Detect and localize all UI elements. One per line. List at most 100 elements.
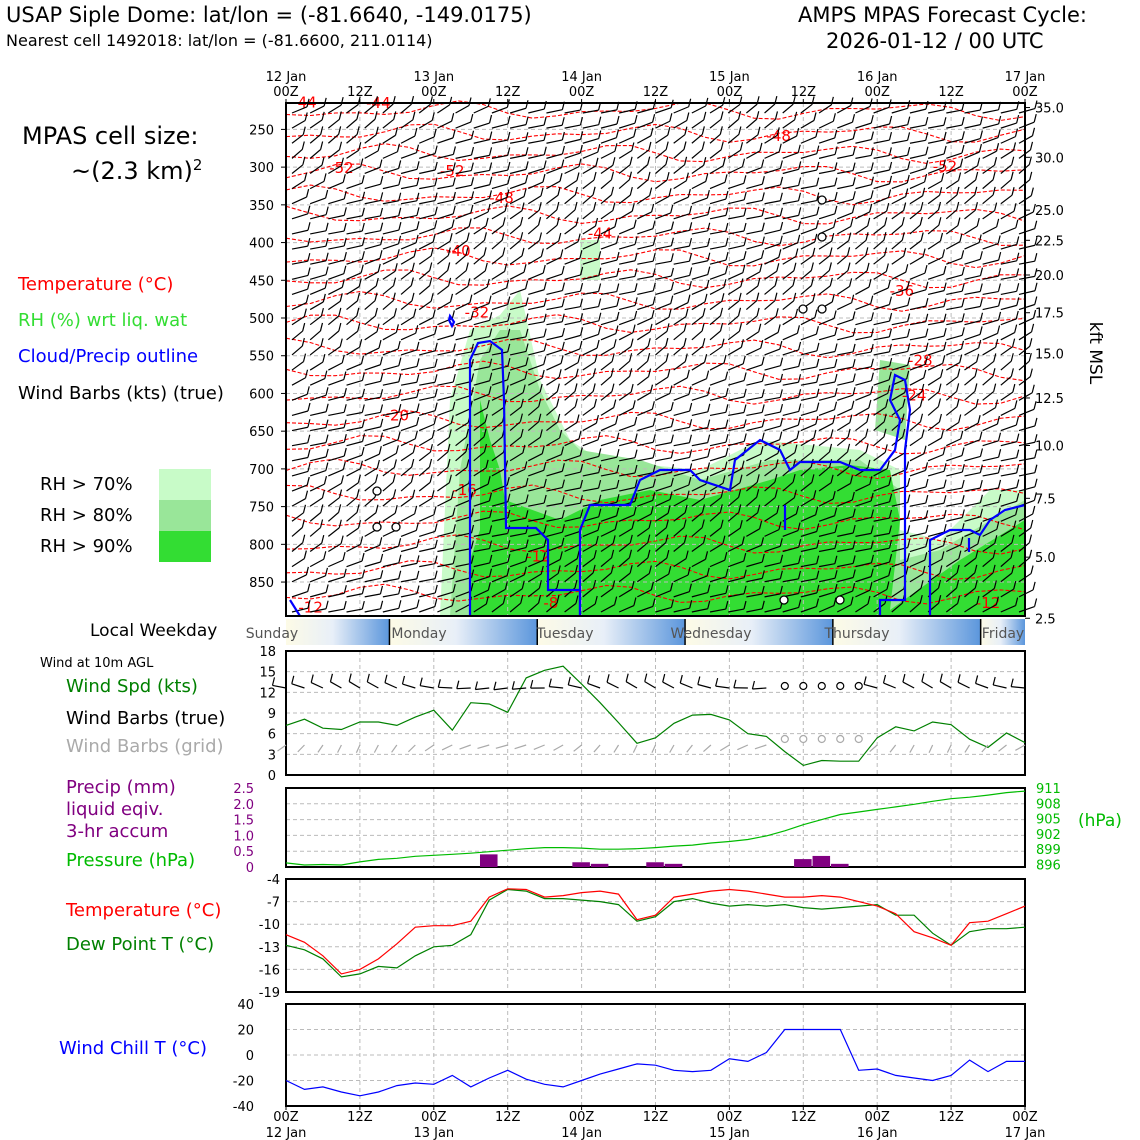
wind-barb [527, 256, 542, 265]
wind-barb [455, 408, 471, 416]
wind-barb [473, 335, 490, 341]
wind-barb-flag [543, 478, 547, 488]
wind-barb [473, 500, 490, 507]
wind-barb [691, 608, 708, 613]
wind-barb [491, 379, 508, 386]
wind-barb [382, 184, 399, 190]
wind-barb-flag [307, 419, 311, 428]
wind-barb [909, 256, 924, 265]
wind-barb [764, 134, 778, 144]
wind-barb [491, 239, 503, 250]
wind-barb [600, 542, 614, 553]
pressure-tick-label: 550 [249, 350, 274, 365]
wind-barb [655, 345, 667, 356]
wind-barb-flag [974, 383, 978, 392]
wind-barb-flag [539, 383, 543, 393]
wind-barb-flag [343, 600, 347, 610]
wind-barb-flag [670, 434, 674, 443]
wind-barb-flag [361, 251, 365, 260]
wind-barb-flag [633, 506, 637, 516]
wind-barb [909, 154, 927, 159]
wind-barb [473, 589, 489, 598]
wind-barb-flag [667, 368, 671, 378]
wind-barb [836, 240, 850, 250]
wind-barb-flag [434, 206, 438, 215]
wind-barb-true-flag [644, 673, 648, 682]
wind-barb-flag [361, 388, 366, 397]
wind-barb [673, 456, 690, 462]
wind-barb-flag [520, 216, 524, 226]
wind-barb-flag [1034, 464, 1038, 473]
wind-barb [527, 421, 540, 432]
wind-barb [909, 363, 926, 371]
wind-barb-flag [379, 585, 384, 595]
wind-barb [946, 348, 962, 356]
wind-barb-flag [706, 462, 711, 471]
windchill-tick-label: 40 [237, 998, 254, 1013]
wind-barb-flag [488, 343, 493, 353]
wind-barb [419, 396, 436, 401]
precip-tick-label: 0.5 [233, 845, 254, 860]
wind-barb-flag [940, 369, 944, 378]
wind-barb [437, 577, 454, 583]
wind-barb-flag [870, 343, 874, 353]
wind-barb-flag [798, 599, 802, 608]
wind-barb [945, 406, 958, 416]
wind-barb [946, 124, 963, 129]
wind-barb [528, 546, 545, 553]
wind-barb-flag [1016, 236, 1020, 245]
height-tick-label: 20.0 [1035, 269, 1064, 284]
wind-barb-flag [834, 205, 838, 214]
wind-barb-flag [380, 192, 384, 201]
wind-barb [727, 511, 740, 522]
wind-barb [437, 395, 454, 401]
wind-barb [855, 270, 868, 280]
wind-barb-flag [740, 339, 744, 348]
wind-barb [927, 487, 945, 492]
wind-barb [564, 225, 577, 235]
wind-barb-flag [779, 160, 783, 169]
wind-barb [873, 379, 890, 386]
wind-barb-flag [867, 595, 871, 605]
wind-barb-flag [689, 449, 693, 458]
wind-barb [982, 407, 996, 416]
wind-barb [1000, 275, 1017, 280]
wind-barb [491, 196, 508, 205]
wind-barb [673, 288, 690, 296]
wind-barb-flag [416, 192, 420, 201]
wind-barb [437, 422, 452, 432]
wind-barb [528, 336, 545, 341]
wind-barb-flag [470, 508, 475, 517]
wind-barb-flag [543, 356, 547, 365]
wind-barb [818, 381, 836, 386]
wind-barb-flag [961, 266, 965, 276]
wind-barb-flag [1016, 252, 1020, 261]
wind-barb-grid [754, 744, 767, 750]
wind-barb-true-flag [957, 674, 961, 683]
wind-barb [364, 608, 381, 613]
wind-barb [727, 346, 742, 356]
wind-barb-flag [925, 146, 929, 155]
wind-barb-flag [796, 325, 801, 334]
wind-barb-flag [702, 338, 706, 347]
wind-barb [909, 602, 921, 613]
temperature-contour-label: -52 [329, 159, 354, 177]
wind-barb-flag [652, 237, 656, 246]
wind-barb [782, 214, 799, 220]
wind-barb [909, 486, 927, 492]
wind-barb [400, 119, 414, 129]
wind-barb [382, 167, 399, 175]
wind-barb-grid [441, 744, 453, 751]
wind-barb-flag [342, 551, 346, 561]
wind-barb [564, 406, 576, 416]
wind-barb [709, 362, 725, 371]
wind-barb [782, 285, 794, 295]
wind-barb [837, 184, 854, 190]
wind-barb [637, 472, 654, 477]
wind-barb [746, 347, 761, 356]
wind-barb-flag [649, 384, 654, 393]
wind-barb [837, 170, 854, 175]
wind-barb [873, 561, 890, 568]
wind-barb-flag [302, 126, 306, 135]
wind-barb-flag [847, 262, 851, 271]
